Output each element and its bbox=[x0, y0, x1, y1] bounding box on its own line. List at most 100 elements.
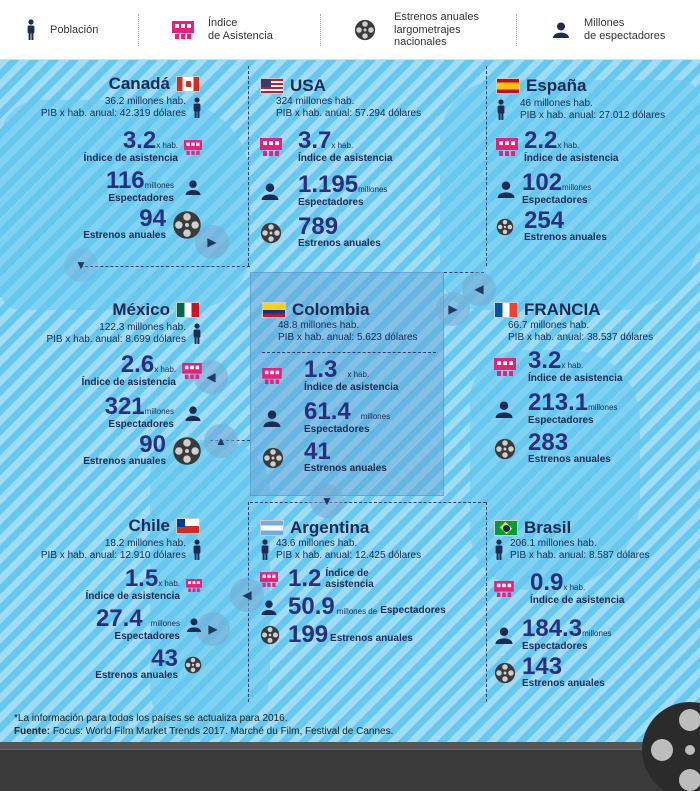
viewers-value: 116 bbox=[105, 167, 145, 194]
legend-viewers-label: Millones de espectadores bbox=[584, 17, 666, 42]
releases-value: 283 bbox=[528, 429, 569, 456]
releases-label: Estrenos anuales bbox=[95, 670, 178, 681]
usa-flag-icon bbox=[260, 78, 284, 94]
mexico-flag-icon bbox=[176, 302, 200, 318]
country-francia: FRANCIA 66.7 millones hab. PIB x hab. an… bbox=[494, 300, 698, 465]
attendance-value: 1.5 bbox=[124, 565, 159, 592]
chevron-icon: ▼ bbox=[310, 484, 344, 518]
viewers-label: Espectadores bbox=[304, 424, 370, 435]
cinema-seats-icon bbox=[186, 579, 202, 592]
attendance-value: 3.7 bbox=[298, 127, 332, 154]
releases-label: Estrenos anuales bbox=[298, 238, 381, 249]
chevron-icon: ▶ bbox=[436, 292, 470, 326]
legend-attendance: Índice de Asistencia bbox=[172, 0, 273, 60]
population-text: 48.8 millones hab. bbox=[278, 320, 360, 331]
viewers-label: Espectadores bbox=[108, 419, 174, 430]
population-text: 66.7 millones hab. bbox=[508, 320, 590, 331]
attendance-label: Índice de asistencia bbox=[304, 382, 399, 393]
bottom-bar bbox=[0, 742, 700, 791]
film-reel-icon bbox=[260, 222, 282, 244]
viewers-value: 184.3 bbox=[522, 615, 583, 642]
releases-label: Estrenos anuales bbox=[528, 454, 611, 465]
viewers-label: Espectadores bbox=[114, 631, 180, 642]
viewers-value: 102 bbox=[522, 169, 563, 196]
viewer-icon bbox=[496, 181, 516, 198]
attendance-label: Índice de asistencia bbox=[524, 153, 619, 164]
population-text: 36.2 millones hab. bbox=[104, 96, 186, 107]
attendance-label: Índice de asistencia bbox=[528, 373, 623, 384]
person-icon bbox=[192, 539, 202, 561]
attendance-label: Índice de asistencia bbox=[325, 568, 374, 590]
film-reel-icon bbox=[172, 210, 202, 240]
legend-releases-label: Estrenos anuales largometrajes nacionales bbox=[394, 11, 479, 49]
gdp-text: PIB x hab. anual: 42.319 dólares bbox=[40, 108, 186, 119]
country-chile: Chile 18.2 millones hab. PIB x hab. anua… bbox=[20, 516, 202, 681]
chevron-icon: ▼ bbox=[64, 248, 98, 282]
film-reel-icon bbox=[354, 19, 376, 41]
legend-bar: Población Índice de Asistencia Estrenos a… bbox=[0, 0, 700, 60]
releases-label: Estrenos anuales bbox=[304, 463, 387, 474]
world-map bbox=[0, 60, 700, 742]
canada-flag-icon bbox=[176, 76, 200, 92]
viewers-label: Espectadores bbox=[298, 197, 364, 208]
cinema-seats-icon bbox=[184, 140, 202, 155]
person-icon bbox=[192, 323, 202, 345]
country-usa: USA 324 millones hab. PIB x hab. anual: … bbox=[260, 76, 450, 249]
film-reel-icon bbox=[640, 700, 700, 791]
attendance-label: Índice de asistencia bbox=[81, 377, 177, 388]
viewer-icon bbox=[552, 22, 570, 38]
spain-flag-icon bbox=[496, 78, 520, 94]
film-reel-icon bbox=[172, 436, 202, 466]
argentina-flag-icon bbox=[260, 520, 284, 536]
cinema-seats-icon bbox=[182, 363, 202, 379]
releases-value: 90 bbox=[139, 431, 166, 458]
releases-value: 143 bbox=[522, 653, 563, 680]
viewers-label: Espectadores bbox=[108, 193, 174, 204]
viewers-value: 213.1 bbox=[528, 389, 589, 416]
chevron-icon: ◀ bbox=[230, 578, 264, 612]
film-reel-icon bbox=[496, 218, 514, 236]
population-text: 206.1 millones hab. bbox=[510, 538, 597, 549]
film-reel-icon bbox=[494, 438, 516, 460]
viewers-value: 27.4 bbox=[95, 605, 143, 632]
population-text: 324 millones hab. bbox=[276, 96, 355, 107]
attendance-value: 1.2 bbox=[288, 565, 322, 592]
chile-flag-icon bbox=[176, 518, 200, 534]
releases-label: Estrenos anuales bbox=[83, 230, 166, 241]
population-text: 122.3 millones hab. bbox=[99, 322, 186, 333]
cinema-seats-icon bbox=[260, 572, 278, 587]
attendance-value: 3.2 bbox=[122, 127, 157, 154]
viewers-label: Espectadores bbox=[522, 195, 588, 206]
country-name: Colombia bbox=[262, 300, 442, 320]
cinema-seats-icon bbox=[494, 358, 516, 376]
attendance-value: 1.3 bbox=[304, 356, 338, 383]
person-icon bbox=[260, 539, 270, 561]
legend-releases: Estrenos anuales largometrajes nacionales bbox=[354, 0, 479, 60]
releases-label: Estrenos anuales bbox=[330, 632, 413, 644]
attendance-label: Índice de asistencia bbox=[83, 153, 179, 164]
brazil-flag-icon bbox=[494, 520, 518, 536]
viewers-label: Espectadores bbox=[380, 604, 446, 616]
population-text: 46 millones hab. bbox=[520, 98, 593, 109]
viewer-icon bbox=[186, 618, 202, 632]
source-line: Fuente: Focus: World Film Market Trends … bbox=[14, 726, 394, 737]
gdp-text: PIB x hab. anual: 57.294 dólares bbox=[276, 108, 422, 119]
country-canada: Canadá 36.2 millones hab. PIB x hab. anu… bbox=[20, 74, 202, 241]
person-icon bbox=[496, 99, 506, 121]
viewer-icon bbox=[494, 401, 514, 418]
releases-label: Estrenos anuales bbox=[522, 678, 605, 689]
gdp-text: PIB x hab. anual: 8.587 dólares bbox=[510, 550, 650, 561]
attendance-value: 3.2 bbox=[528, 347, 562, 374]
country-name: USA bbox=[260, 76, 450, 96]
releases-value: 254 bbox=[524, 207, 565, 234]
country-name: Brasil bbox=[494, 518, 698, 538]
attendance-value: 2.2 bbox=[524, 127, 558, 154]
film-reel-icon bbox=[262, 447, 284, 469]
viewer-icon bbox=[184, 406, 202, 421]
releases-label: Estrenos anuales bbox=[524, 232, 607, 243]
viewer-icon bbox=[260, 600, 278, 615]
country-name: México bbox=[20, 300, 202, 320]
chevron-icon: ▶ bbox=[196, 612, 230, 646]
country-name: España bbox=[496, 76, 696, 96]
viewers-value: 1.195 bbox=[298, 171, 359, 198]
